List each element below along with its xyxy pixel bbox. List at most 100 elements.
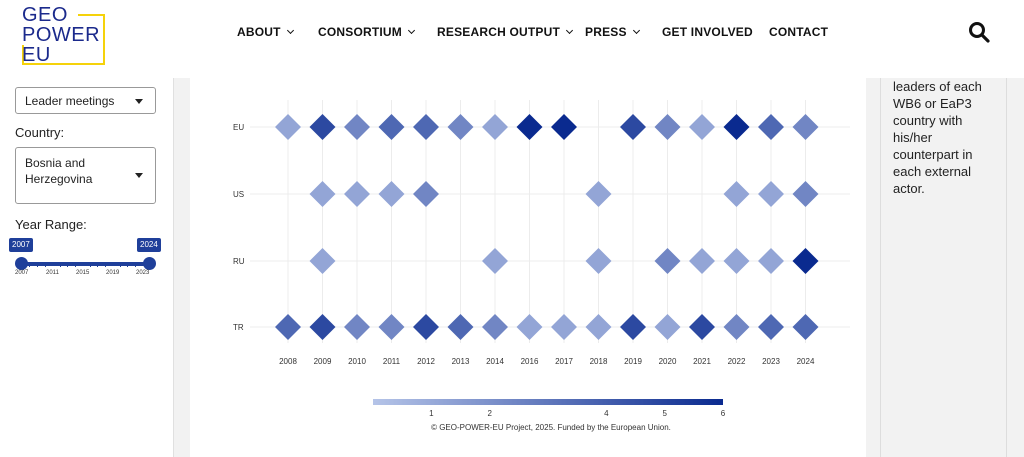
slider-track[interactable] bbox=[22, 262, 150, 266]
heatmap-cell-diamond bbox=[482, 314, 508, 340]
heatmap-cell-diamond bbox=[482, 114, 508, 140]
slider-tick-label: 2023 bbox=[136, 270, 150, 276]
x-tick-label: 2008 bbox=[279, 357, 297, 366]
heatmap-cell-diamond bbox=[792, 314, 819, 340]
heatmap-cell-diamond bbox=[447, 114, 474, 140]
heatmap-cell-diamond bbox=[585, 314, 612, 340]
info-panel-text: leaders of each WB6 or EaP3 country with… bbox=[893, 78, 1003, 197]
x-tick-label: 2024 bbox=[797, 357, 815, 366]
x-tick-label: 2013 bbox=[452, 357, 470, 366]
info-line: leaders of each bbox=[893, 79, 982, 94]
heatmap-cell-diamond bbox=[723, 314, 750, 340]
x-tick-label: 2023 bbox=[762, 357, 780, 366]
heatmap-cell-diamond bbox=[413, 114, 439, 140]
slider-tick-label: 2015 bbox=[76, 270, 90, 276]
y-tick-label: RU bbox=[233, 257, 245, 266]
heatmap-cell-diamond bbox=[344, 314, 370, 340]
heatmap-cell-diamond bbox=[516, 314, 543, 340]
heatmap-cell-diamond bbox=[758, 114, 784, 140]
year-range-label: Year Range: bbox=[15, 217, 87, 232]
nav-about[interactable]: ABOUT bbox=[237, 25, 294, 41]
y-tick-label: EU bbox=[233, 123, 244, 132]
heatmap-cell-diamond bbox=[413, 181, 439, 207]
chart-grid bbox=[250, 100, 850, 343]
nav-contact-label: CONTACT bbox=[769, 25, 829, 39]
nav-get-involved[interactable]: GET INVOLVED bbox=[662, 25, 753, 41]
heatmap-cell-diamond bbox=[758, 181, 784, 207]
slider-minor-tick bbox=[120, 264, 121, 267]
measure-select[interactable]: Leader meetings bbox=[15, 87, 156, 114]
nav-consortium[interactable]: CONSORTIUM bbox=[318, 25, 416, 41]
x-tick-label: 2021 bbox=[693, 357, 711, 366]
x-tick-label: 2020 bbox=[659, 357, 677, 366]
nav-contact[interactable]: CONTACT bbox=[769, 25, 828, 41]
slider-handle-max[interactable] bbox=[143, 257, 156, 270]
info-line: actor. bbox=[893, 181, 925, 196]
heatmap-cell-diamond bbox=[378, 114, 405, 140]
heatmap-cell-diamond bbox=[723, 181, 750, 207]
country-value-line-2: Herzegovina bbox=[25, 172, 93, 186]
heatmap-cell-diamond bbox=[344, 114, 370, 140]
heatmap-cell-diamond bbox=[309, 314, 336, 340]
slider-tick-label: 2007 bbox=[15, 270, 29, 276]
slider-minor-tick bbox=[29, 264, 30, 267]
x-tick-label: 2022 bbox=[728, 357, 746, 366]
heatmap-cell-diamond bbox=[378, 314, 405, 340]
heatmap-cell-diamond bbox=[723, 248, 750, 274]
nav-press[interactable]: PRESS bbox=[585, 25, 640, 41]
colorbar-tick-label: 1 bbox=[429, 409, 434, 418]
heatmap-cell-diamond bbox=[344, 181, 370, 207]
chart-marks bbox=[275, 114, 819, 340]
caret-down-icon bbox=[135, 99, 143, 104]
site-header: GEO POWER EU ABOUT CONSORTIUM RESEARCH O… bbox=[0, 0, 1024, 78]
heatmap-cell-diamond bbox=[620, 314, 646, 340]
heatmap-cell-diamond bbox=[585, 181, 612, 207]
chart-footer: © GEO-POWER-EU Project, 2025. Funded by … bbox=[431, 423, 671, 432]
info-panel: leaders of each WB6 or EaP3 country with… bbox=[880, 78, 1007, 457]
chart-container: EU US RU TR 2008 2009 2010 2011 2012 2013 2014 201… bbox=[190, 78, 866, 457]
slider-tick-label: 2011 bbox=[46, 270, 59, 276]
chevron-down-icon bbox=[565, 26, 574, 35]
heatmap-cell-diamond bbox=[482, 248, 508, 274]
logo-frame-right bbox=[103, 14, 105, 64]
colorbar-tick-label: 2 bbox=[487, 409, 492, 418]
slider-minor-tick bbox=[60, 264, 61, 267]
heatmap-cell-diamond bbox=[758, 248, 784, 274]
heatmap-cell-diamond bbox=[275, 314, 301, 340]
leader-meetings-chart: EU US RU TR 2008 2009 2010 2011 2012 2013 2014 201… bbox=[233, 100, 850, 418]
slider-minor-tick bbox=[127, 264, 128, 267]
info-line: WB6 or EaP3 bbox=[893, 96, 972, 111]
slider-handle-min[interactable] bbox=[15, 257, 28, 270]
slider-minor-tick bbox=[135, 264, 136, 267]
x-tick-label: 2017 bbox=[555, 357, 573, 366]
x-tick-label: 2014 bbox=[486, 357, 504, 366]
heatmap-cell-diamond bbox=[309, 248, 336, 274]
slider-tick-label: 2019 bbox=[106, 270, 120, 276]
x-tick-label: 2018 bbox=[590, 357, 608, 366]
country-select[interactable]: Bosnia and Herzegovina bbox=[15, 147, 156, 204]
heatmap-cell-diamond bbox=[654, 248, 681, 274]
chevron-down-icon bbox=[286, 26, 294, 35]
heatmap-cell-diamond bbox=[585, 248, 612, 274]
nav-get-involved-label: GET INVOLVED bbox=[662, 25, 753, 39]
y-tick-label: US bbox=[233, 190, 244, 199]
year-max-badge: 2024 bbox=[137, 238, 161, 252]
measure-select-value: Leader meetings bbox=[25, 94, 115, 108]
heatmap-cell-diamond bbox=[689, 248, 715, 274]
info-line: each external bbox=[893, 164, 972, 179]
y-tick-label: TR bbox=[233, 323, 244, 332]
colorbar: 1 2 4 5 6 bbox=[373, 399, 726, 418]
colorbar-tick-label: 4 bbox=[604, 409, 609, 418]
heatmap-cell-diamond bbox=[447, 314, 474, 340]
nav-research-output-label: RESEARCH OUTPUT bbox=[437, 25, 561, 39]
heatmap-cell-diamond bbox=[378, 181, 405, 207]
chevron-down-icon bbox=[407, 26, 416, 35]
x-tick-label: 2009 bbox=[314, 357, 332, 366]
heatmap-cell-diamond bbox=[792, 248, 819, 274]
nav-research-output[interactable]: RESEARCH OUTPUT bbox=[437, 25, 574, 41]
country-select-value: Bosnia and Herzegovina bbox=[25, 155, 92, 187]
geo-power-eu-logo[interactable]: GEO POWER EU bbox=[22, 5, 106, 67]
y-axis-labels: EU US RU TR bbox=[233, 123, 245, 332]
search-icon[interactable] bbox=[968, 21, 990, 43]
x-tick-label: 2016 bbox=[521, 357, 539, 366]
